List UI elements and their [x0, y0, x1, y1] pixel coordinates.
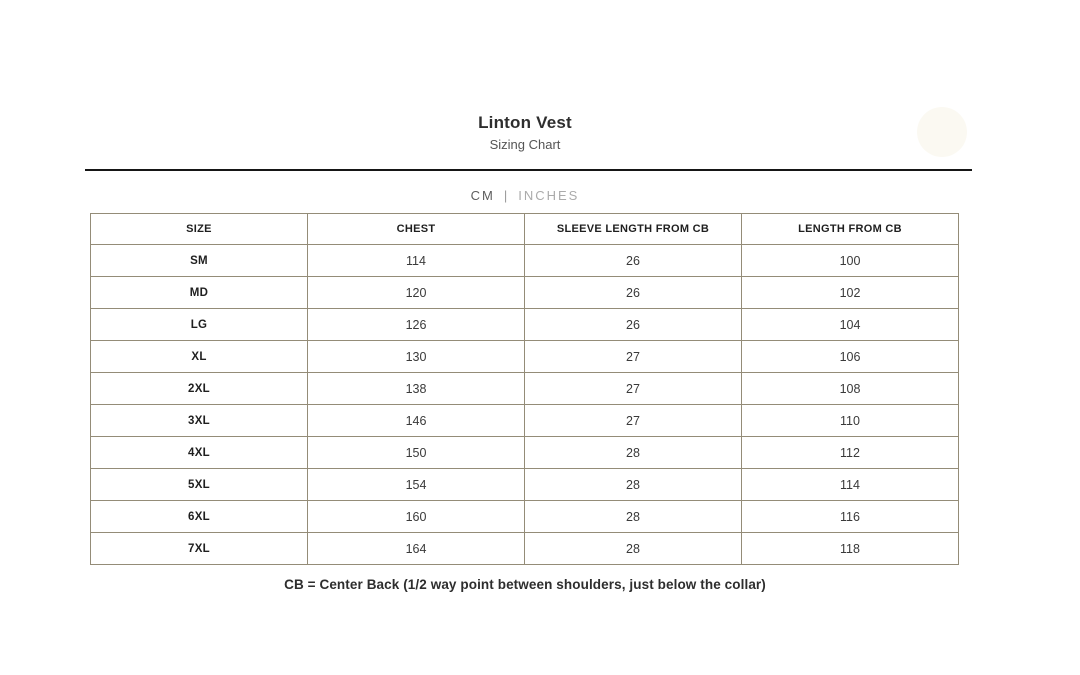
size-cell: 5XL: [90, 468, 308, 501]
table-row: 2XL 138 27 108: [90, 372, 959, 405]
column-header: CHEST: [307, 213, 525, 245]
chest-cell: 146: [307, 404, 525, 437]
unit-toggle-inches[interactable]: INCHES: [518, 188, 580, 203]
size-cell: 7XL: [90, 532, 308, 565]
size-cell: SM: [90, 244, 308, 277]
page-subtitle: Sizing Chart: [489, 137, 561, 152]
length-from-cb-cell: 112: [741, 436, 959, 469]
sleeve-length-from-cb-cell: 26: [524, 276, 742, 309]
sizing-table: SIZE CHEST SLEEVE LENGTH FROM CB LENGTH FRO…: [90, 213, 959, 565]
table-row: 6XL 160 28 116: [90, 500, 959, 533]
size-cell: 2XL: [90, 372, 308, 405]
table-row: 7XL 164 28 118: [90, 532, 959, 565]
header-row: SIZE CHEST SLEEVE LENGTH FROM CB LENGTH FRO…: [90, 213, 959, 245]
table-row: SM 114 26 100: [90, 244, 959, 277]
chest-cell: 160: [307, 500, 525, 533]
length-from-cb-cell: 104: [741, 308, 959, 341]
sleeve-length-from-cb-cell: 27: [524, 340, 742, 373]
table-row: MD 120 26 102: [90, 276, 959, 309]
unit-toggle: CM | INCHES: [85, 188, 965, 203]
unit-toggle-cm[interactable]: CM: [470, 188, 495, 203]
length-from-cb-cell: 110: [741, 404, 959, 437]
sleeve-length-from-cb-cell: 28: [524, 532, 742, 565]
size-cell: 3XL: [90, 404, 308, 437]
table-row: 3XL 146 27 110: [90, 404, 959, 437]
size-cell: 4XL: [90, 436, 308, 469]
chest-cell: 150: [307, 436, 525, 469]
chest-cell: 114: [307, 244, 525, 277]
size-cell: 6XL: [90, 500, 308, 533]
table-row: 5XL 154 28 114: [90, 468, 959, 501]
page-title: Linton Vest: [478, 113, 572, 132]
length-from-cb-cell: 118: [741, 532, 959, 565]
size-cell: MD: [90, 276, 308, 309]
sleeve-length-from-cb-cell: 26: [524, 308, 742, 341]
column-header: SLEEVE LENGTH FROM CB: [524, 213, 742, 245]
chest-cell: 138: [307, 372, 525, 405]
sleeve-length-from-cb-cell: 28: [524, 500, 742, 533]
sleeve-length-from-cb-cell: 27: [524, 404, 742, 437]
footnote: CB = Center Back (1/2 way point between …: [284, 577, 766, 592]
sleeve-length-from-cb-cell: 27: [524, 372, 742, 405]
length-from-cb-cell: 116: [741, 500, 959, 533]
table-row: LG 126 26 104: [90, 308, 959, 341]
sizing-table-head: SIZE CHEST SLEEVE LENGTH FROM CB LENGTH FRO…: [90, 213, 959, 245]
length-from-cb-cell: 100: [741, 244, 959, 277]
chest-cell: 130: [307, 340, 525, 373]
length-from-cb-cell: 102: [741, 276, 959, 309]
chest-cell: 120: [307, 276, 525, 309]
size-cell: XL: [90, 340, 308, 373]
sleeve-length-from-cb-cell: 28: [524, 436, 742, 469]
sleeve-length-from-cb-cell: 28: [524, 468, 742, 501]
header-divider: [85, 169, 972, 171]
header: Linton Vest Sizing Chart: [85, 112, 965, 153]
faint-watermark-circle: [917, 107, 967, 157]
table-row: XL 130 27 106: [90, 340, 959, 373]
sleeve-length-from-cb-cell: 26: [524, 244, 742, 277]
length-from-cb-cell: 106: [741, 340, 959, 373]
chest-cell: 154: [307, 468, 525, 501]
length-from-cb-cell: 108: [741, 372, 959, 405]
length-from-cb-cell: 114: [741, 468, 959, 501]
table-row: 4XL 150 28 112: [90, 436, 959, 469]
sizing-table-body: SM 114 26 100 MD 120 26 102 LG 126 26 104 XL 130 27 106…: [90, 244, 959, 565]
unit-toggle-separator: |: [503, 188, 510, 203]
column-header: LENGTH FROM CB: [741, 213, 959, 245]
chest-cell: 164: [307, 532, 525, 565]
chest-cell: 126: [307, 308, 525, 341]
column-header: SIZE: [90, 213, 308, 245]
size-cell: LG: [90, 308, 308, 341]
